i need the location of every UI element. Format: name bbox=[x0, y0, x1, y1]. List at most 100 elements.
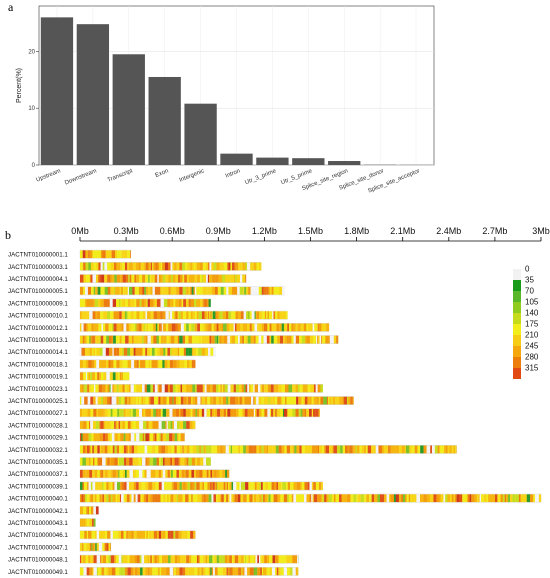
density-bin bbox=[260, 555, 262, 564]
density-bin bbox=[237, 408, 240, 417]
density-bin bbox=[167, 262, 171, 271]
density-bin bbox=[101, 567, 105, 576]
density-bin bbox=[127, 567, 131, 576]
density-bin bbox=[130, 396, 134, 405]
density-bin bbox=[147, 445, 151, 454]
density-bin bbox=[206, 408, 208, 417]
density-bin bbox=[322, 445, 325, 454]
density-bin bbox=[106, 567, 109, 576]
density-bin bbox=[86, 543, 91, 551]
density-bin bbox=[183, 347, 187, 356]
density-bin bbox=[307, 384, 311, 393]
density-bin bbox=[295, 384, 299, 393]
density-bin bbox=[139, 408, 143, 417]
density-bin bbox=[85, 433, 89, 442]
density-bin bbox=[146, 530, 149, 539]
density-bin bbox=[117, 421, 119, 429]
density-bin bbox=[93, 396, 96, 405]
density-bin bbox=[110, 286, 112, 295]
chromosome-bar bbox=[79, 371, 130, 381]
density-bin bbox=[152, 445, 156, 454]
density-bin bbox=[304, 408, 307, 417]
density-bin bbox=[110, 543, 111, 551]
density-bin bbox=[386, 494, 390, 503]
density-bin bbox=[249, 567, 253, 576]
density-bin bbox=[83, 323, 87, 332]
density-bin bbox=[239, 286, 244, 295]
density-bin bbox=[112, 482, 115, 490]
chromosome-background bbox=[79, 530, 196, 540]
chromosome-background bbox=[79, 384, 323, 393]
density-bin bbox=[235, 396, 239, 405]
density-bin bbox=[203, 323, 206, 332]
density-bin bbox=[135, 262, 140, 271]
density-bin bbox=[132, 299, 135, 307]
density-bin bbox=[251, 311, 255, 320]
density-bin bbox=[166, 567, 170, 576]
density-bin bbox=[272, 555, 276, 564]
density-bin bbox=[102, 482, 104, 490]
density-bin bbox=[420, 445, 424, 454]
density-bin bbox=[125, 408, 127, 417]
density-bin bbox=[170, 286, 175, 295]
density-bin bbox=[128, 323, 132, 332]
density-bin bbox=[124, 445, 127, 454]
density-bin bbox=[318, 335, 320, 344]
density-bin bbox=[87, 396, 91, 405]
density-bin bbox=[194, 421, 196, 429]
density-bin bbox=[272, 396, 276, 405]
density-bin bbox=[451, 494, 454, 503]
density-bin bbox=[192, 274, 195, 283]
density-bin bbox=[153, 311, 158, 320]
density-bin bbox=[87, 311, 90, 320]
density-bin bbox=[106, 335, 110, 344]
density-bin bbox=[471, 494, 475, 503]
density-bin bbox=[258, 396, 262, 405]
density-bin bbox=[213, 567, 216, 576]
density-bin bbox=[155, 262, 158, 271]
density-bin bbox=[160, 286, 163, 295]
density-bin bbox=[266, 555, 270, 564]
chromosome-label: JACTNT010000027.1 bbox=[8, 410, 68, 417]
density-bin bbox=[100, 250, 103, 259]
density-bin bbox=[131, 494, 134, 503]
density-bin bbox=[261, 494, 264, 503]
density-bin bbox=[155, 469, 157, 478]
density-bin bbox=[177, 433, 179, 442]
density-bin bbox=[106, 482, 109, 490]
density-bin bbox=[83, 262, 86, 271]
density-bin bbox=[174, 433, 178, 442]
density-bin bbox=[364, 494, 367, 503]
density-bin bbox=[96, 311, 101, 320]
density-bin bbox=[359, 445, 362, 454]
density-bin bbox=[101, 274, 105, 283]
density-bin bbox=[120, 530, 124, 539]
density-bin bbox=[304, 445, 308, 454]
density-bin bbox=[97, 457, 99, 466]
density-bin bbox=[99, 347, 103, 356]
density-bin bbox=[95, 506, 99, 515]
density-bin bbox=[126, 372, 130, 381]
density-bin bbox=[261, 482, 263, 490]
density-bin bbox=[172, 457, 175, 466]
density-bin bbox=[212, 482, 215, 490]
density-bin bbox=[152, 494, 155, 503]
density-bin bbox=[222, 469, 226, 478]
density-bin bbox=[252, 567, 254, 576]
density-bin bbox=[162, 408, 167, 417]
density-bin bbox=[92, 335, 95, 344]
density-bin bbox=[357, 494, 361, 503]
density-bin bbox=[310, 445, 313, 454]
density-bin bbox=[194, 482, 197, 490]
density-bin bbox=[280, 494, 284, 503]
density-bin bbox=[190, 262, 193, 271]
density-bin bbox=[169, 384, 173, 393]
density-bin bbox=[235, 274, 237, 283]
density-bin bbox=[145, 408, 148, 417]
density-bin bbox=[196, 567, 199, 576]
density-bin bbox=[99, 372, 101, 381]
density-bin bbox=[256, 482, 260, 490]
density-bin bbox=[244, 567, 248, 576]
density-bin bbox=[247, 396, 252, 405]
density-bin bbox=[515, 494, 520, 503]
